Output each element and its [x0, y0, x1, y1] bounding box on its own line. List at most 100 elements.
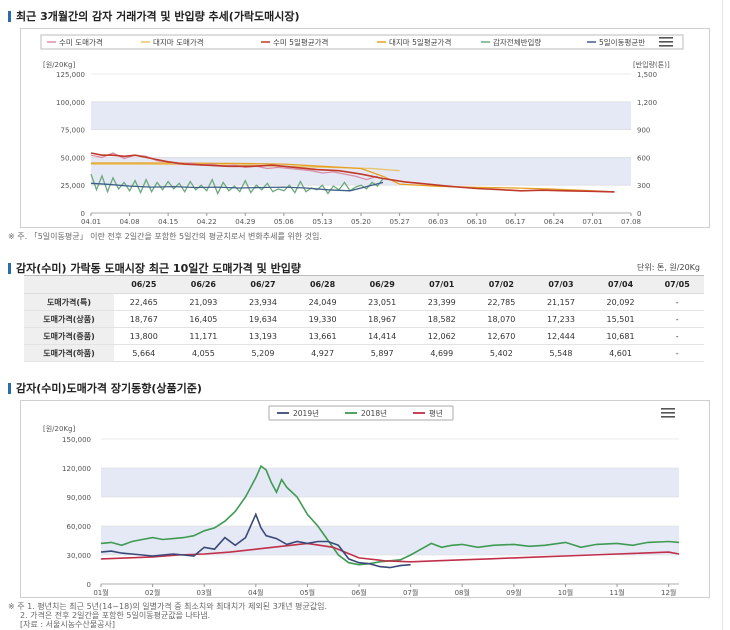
chart1-panel: 수미 도매가격 대지마 도매가격 수미 5일평균가격 대지마 5일평균가격 감자전체반입… [20, 28, 710, 228]
price-table: 06/25 06/26 06/27 06/28 06/29 07/01 07/02 07/03… [24, 275, 704, 362]
y-tick: 60,000 [67, 523, 92, 531]
table-cell: 4,699 [411, 344, 472, 362]
table-cell: 18,070 [471, 310, 532, 328]
hamburger-bar [661, 412, 675, 414]
title-marker [8, 262, 11, 274]
table-header-cell: 06/27 [233, 275, 293, 294]
x-tick-label: 12월 [661, 588, 676, 597]
table-cell: 5,664 [114, 344, 174, 362]
table-row: 도매가격(상품) 18,767 16,405 19,634 19,330 18,967 18… [24, 310, 704, 328]
plot-band [91, 101, 631, 130]
plot-band [101, 468, 679, 497]
y-left-tick: 50,000 [61, 154, 86, 162]
legend-label: 대지마 도매가격 [153, 37, 204, 47]
table-cell: 13,800 [114, 327, 174, 345]
row-header-cell: 도매가격(중품) [24, 327, 114, 345]
table-cell: 23,934 [233, 293, 293, 311]
legend-label: 5일이동평균반 [599, 37, 645, 47]
table-cell: 12,062 [411, 327, 472, 345]
table-cell: - [650, 344, 704, 362]
hamburger-icon[interactable] [659, 37, 673, 47]
x-tick-label: 09월 [506, 588, 521, 597]
y-tick: 30,000 [67, 552, 92, 560]
row-header-cell: 도매가격(상품) [24, 310, 114, 328]
table-cell: 24,049 [292, 293, 353, 311]
table-cell: 5,209 [233, 344, 293, 362]
y-tick: 120,000 [62, 465, 91, 473]
table-cell: 4,927 [292, 344, 353, 362]
table-cell: 12,444 [531, 327, 591, 345]
y-tick: 0 [87, 581, 91, 589]
table-cell: 23,051 [352, 293, 412, 311]
section3-title: 감자(수미)도매가격 장기동향(상품기준) [8, 380, 202, 396]
table-cell: - [650, 310, 704, 328]
hamburger-bar [659, 41, 673, 43]
y-left-unit: [원/20Kg] [43, 60, 75, 69]
table-cell: 10,681 [590, 327, 651, 345]
x-tick-label: 04.01 [81, 218, 101, 226]
x-tick-label: 05.20 [351, 218, 371, 226]
x-tick-label: 04.29 [235, 218, 255, 226]
plot-band [91, 157, 631, 186]
table-header-cell: 07/01 [411, 275, 472, 294]
table-cell: 16,405 [173, 310, 234, 328]
chart1-note: ※ 주. 「5일이동평균」 이란 전후 2일간을 포함한 5일간의 평균치로서 … [8, 232, 322, 241]
chart1-legend-box [40, 34, 684, 50]
y-axis-unit: [원/20Kg] [43, 424, 75, 433]
table-unit: 단위: 톤, 원/20Kg [637, 263, 700, 272]
x-tick-label: 05월 [300, 588, 315, 597]
table-cell: 13,193 [233, 327, 293, 345]
table-cell: 11,171 [173, 327, 234, 345]
chart2-note-1: ※ 주 1. 평년치는 최근 5년(14~18)의 일별가격 중 최소치와 최대… [8, 602, 328, 611]
series-line [90, 152, 615, 193]
x-tick-label: 04.08 [120, 218, 140, 226]
x-tick-label: 02월 [145, 588, 160, 597]
y-right-tick: 600 [637, 154, 650, 162]
x-tick-label: 06.17 [505, 218, 525, 226]
legend-label: 수미 도매가격 [59, 37, 103, 47]
y-left-tick: 100,000 [56, 99, 85, 107]
hamburger-bar [659, 37, 673, 39]
section1-title: 최근 3개월간의 감자 거래가격 및 반입량 추세(가락도매시장) [8, 8, 300, 24]
y-left-tick: 125,000 [56, 71, 85, 79]
row-header-cell: 도매가격(특) [24, 293, 114, 311]
hamburger-bar [661, 416, 675, 418]
legend-label: 2018년 [361, 408, 387, 418]
x-tick-label: 05.27 [390, 218, 410, 226]
y-left-tick: 25,000 [61, 182, 86, 190]
table-cell: 5,897 [352, 344, 412, 362]
table-header-cell: 06/29 [352, 275, 412, 294]
table-cell: 18,767 [114, 310, 174, 328]
legend-label: 2019년 [293, 408, 319, 418]
table-header-cell: 06/28 [292, 275, 353, 294]
y-right-tick: 300 [637, 182, 650, 190]
table-cell: 15,501 [590, 310, 651, 328]
table-header-cell: 07/02 [471, 275, 532, 294]
x-tick-label: 08월 [455, 588, 470, 597]
hamburger-bar [661, 408, 675, 410]
title-marker [8, 10, 11, 22]
series-line [90, 173, 384, 196]
x-tick-label: 04.22 [197, 218, 217, 226]
series-line [90, 181, 384, 192]
page-scrollbar[interactable] [722, 0, 730, 630]
x-tick-label: 10월 [558, 588, 573, 597]
chart1-svg: 수미 도매가격 대지마 도매가격 수미 5일평균가격 대지마 5일평균가격 감자전체반입… [40, 34, 684, 226]
table-cell: 5,402 [471, 344, 532, 362]
hamburger-icon[interactable] [661, 408, 675, 418]
hamburger-bar [659, 45, 673, 47]
table-header-cell: 06/25 [114, 275, 174, 294]
table-cell: 4,601 [590, 344, 651, 362]
x-tick-label: 07.01 [582, 218, 602, 226]
y-right-tick: 1,200 [637, 99, 657, 107]
y-right-tick: 900 [637, 127, 650, 135]
series-line [100, 542, 680, 563]
table-header-row: 06/25 06/26 06/27 06/28 06/29 07/01 07/02 07/03… [24, 275, 704, 294]
table-cell: 13,661 [292, 327, 353, 345]
legend-label: 평년 [429, 408, 443, 418]
table-corner-cell [24, 275, 114, 294]
table-row: 도매가격(특) 22,465 21,093 23,934 24,049 23,051 23,… [24, 293, 704, 311]
table-cell: 4,055 [173, 344, 234, 362]
table-header-cell: 07/03 [531, 275, 591, 294]
table-cell: 12,670 [471, 327, 532, 345]
